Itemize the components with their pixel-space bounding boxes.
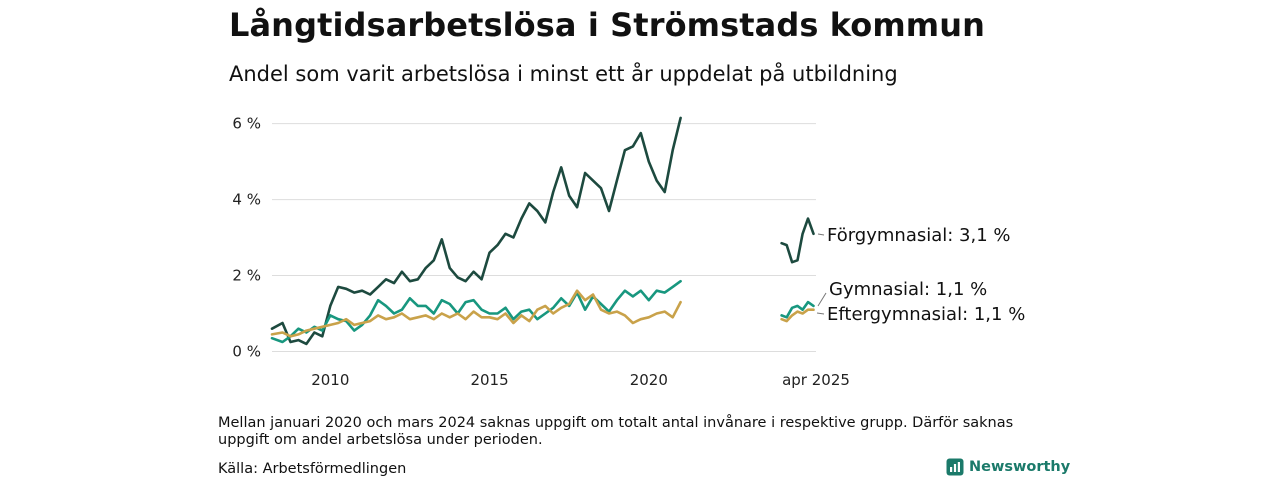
- end-labels: Förgymnasial: 3,1 % Gymnasial: 1,1 % Efter…: [816, 225, 1025, 325]
- y-tick-label: 6 %: [232, 115, 261, 133]
- series-line-eftergymnasial: [270, 289, 682, 338]
- y-axis: 0 % 2 % 4 % 6 %: [232, 115, 261, 361]
- end-label: Eftergymnasial: 1,1 %: [827, 304, 1025, 325]
- gridlines: [272, 123, 816, 352]
- source-credit: Källa: Arbetsförmedlingen: [218, 461, 407, 477]
- chart-subtitle: Andel som varit arbetslösa i minst ett å…: [229, 62, 898, 86]
- brand-logo: Newsworthy: [946, 458, 1070, 476]
- brand-name: Newsworthy: [969, 459, 1071, 475]
- label-connector: [816, 312, 825, 315]
- series-line-forgymnasial: [270, 116, 682, 346]
- newsworthy-icon: [946, 458, 964, 476]
- y-tick-label: 2 %: [232, 267, 261, 285]
- x-axis: 2010 2015 2020 apr 2025: [311, 371, 850, 389]
- label-connector: [817, 292, 827, 307]
- series-line-gymnasial: [780, 300, 815, 319]
- series-lines: [270, 116, 815, 346]
- x-tick-label: 2015: [470, 371, 508, 389]
- chart-title: Långtidsarbetslösa i Strömstads kommun: [229, 6, 986, 44]
- end-label: Förgymnasial: 3,1 %: [827, 225, 1011, 246]
- y-tick-label: 4 %: [232, 191, 261, 209]
- y-tick-label: 0 %: [232, 343, 261, 361]
- series-line-forgymnasial: [780, 217, 815, 264]
- x-tick-label: 2010: [311, 371, 349, 389]
- end-label: Gymnasial: 1,1 %: [829, 279, 987, 300]
- x-tick-label: 2020: [630, 371, 668, 389]
- x-tick-label: apr 2025: [782, 371, 850, 389]
- footnote: Mellan januari 2020 och mars 2024 saknas…: [218, 415, 1014, 448]
- series-line-eftergymnasial: [780, 308, 815, 323]
- label-connector: [817, 233, 825, 236]
